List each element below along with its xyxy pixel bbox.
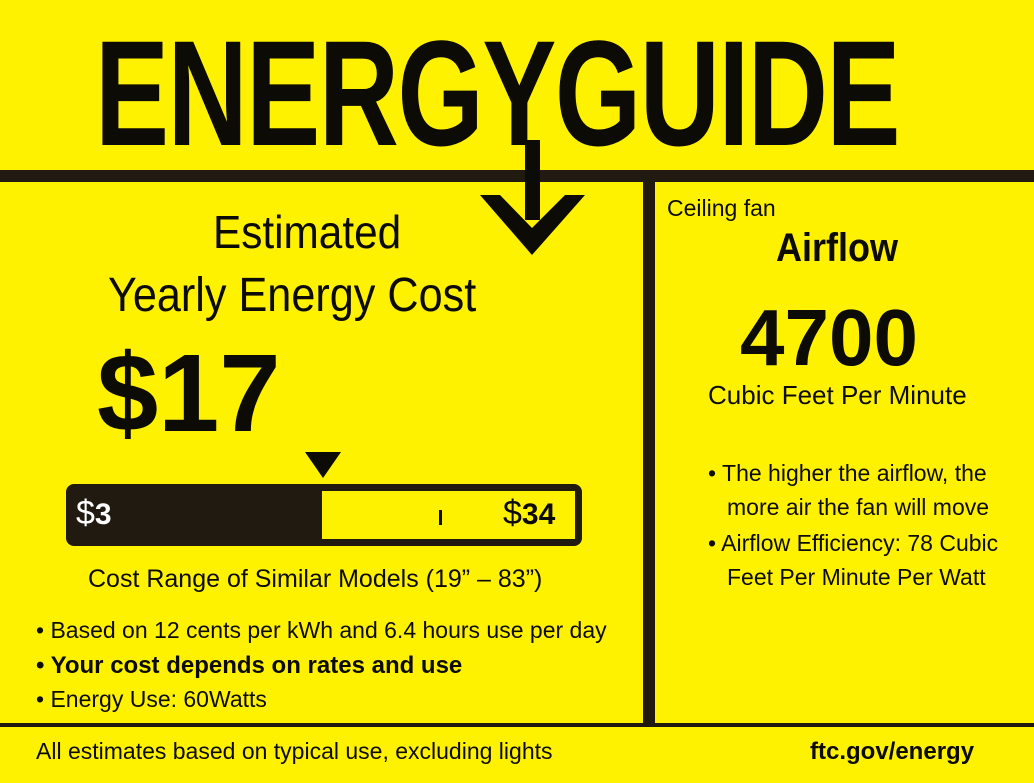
cost-range-bar: $3 $34	[66, 484, 582, 546]
range-remaining	[322, 491, 575, 539]
airflow-heading: Airflow	[776, 226, 898, 270]
arrow-down-icon	[480, 140, 585, 255]
range-min: 3	[94, 498, 112, 531]
range-caption: Cost Range of Similar Models (19” – 83”)	[88, 565, 543, 593]
bullet-cost-depends: • Your cost depends on rates and use	[36, 652, 463, 679]
airflow-bullet-1b: more air the fan will move	[727, 494, 990, 520]
bullet-energy-use: • Energy Use: 60Watts	[36, 686, 267, 712]
energyguide-logo: ENERGYGUIDE	[95, 9, 901, 177]
ftc-link[interactable]: ftc.gov/energy	[810, 738, 975, 765]
range-tick	[439, 510, 442, 525]
bullet-rate: • Based on 12 cents per kWh and 6.4 hour…	[36, 617, 607, 643]
range-max: 34	[521, 498, 556, 531]
top-divider	[0, 170, 1034, 182]
airflow-bullet-2b: Feet Per Minute Per Watt	[727, 564, 986, 590]
vertical-divider	[643, 182, 655, 725]
max-currency: $	[503, 494, 522, 532]
airflow-bullet-1a: • The higher the airflow, the	[708, 460, 987, 486]
cost-pointer-icon	[305, 452, 341, 478]
airflow-unit: Cubic Feet Per Minute	[708, 380, 967, 410]
airflow-value: 4700	[740, 293, 918, 382]
min-currency: $	[76, 494, 95, 532]
heading-yearly-cost: Yearly Energy Cost	[108, 269, 477, 322]
footer-note: All estimates based on typical use, excl…	[36, 738, 553, 764]
product-category: Ceiling fan	[667, 195, 776, 221]
bottom-divider	[0, 723, 1034, 727]
estimated-cost: $17	[97, 332, 281, 455]
heading-estimated: Estimated	[213, 206, 402, 258]
airflow-bullet-2a: • Airflow Efficiency: 78 Cubic	[708, 530, 999, 556]
